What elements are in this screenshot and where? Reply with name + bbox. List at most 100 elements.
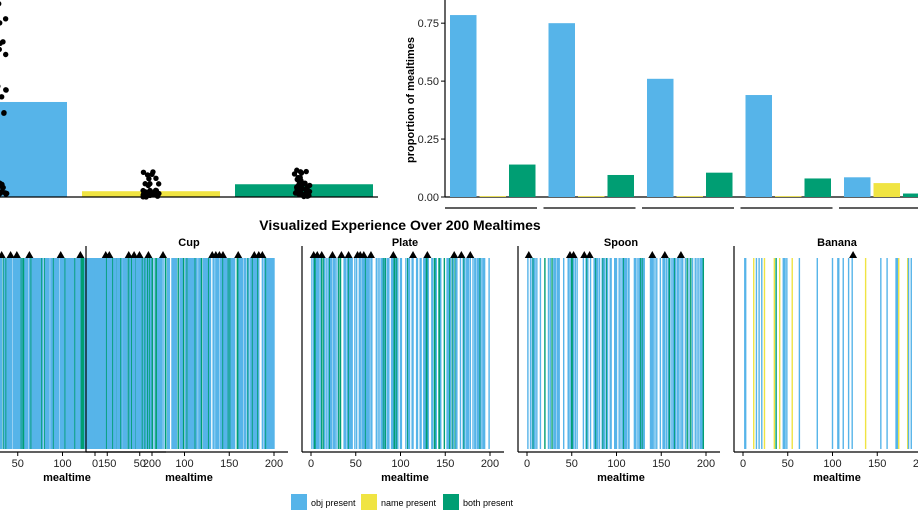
mealtime-line xyxy=(673,258,676,449)
mealtime-line xyxy=(108,258,111,449)
mealtime-line xyxy=(614,258,617,449)
mealtime-line xyxy=(202,258,204,449)
mealtime-line xyxy=(171,258,173,449)
mealtime-line xyxy=(897,258,899,449)
mealtime-line xyxy=(190,258,193,449)
mealtime-line xyxy=(4,258,6,449)
timeline-panel: Plate 0 50 100 150 200 mealtime xyxy=(301,237,504,484)
mealtime-line xyxy=(144,258,146,449)
mealtime-line xyxy=(534,258,536,449)
mealtime-line xyxy=(656,258,658,449)
marker-triangle xyxy=(56,251,65,258)
mealtime-line xyxy=(99,258,102,449)
mealtime-line xyxy=(649,258,652,449)
mealtime-line xyxy=(384,258,386,449)
x-axis-label: mealtime xyxy=(813,472,861,484)
jitter-point xyxy=(140,169,147,175)
mealtime-line xyxy=(755,258,758,449)
mealtime-line xyxy=(628,258,630,449)
mealtime-line xyxy=(572,258,575,449)
legend: obj present name present both present xyxy=(291,494,514,510)
mealtime-line xyxy=(539,258,542,449)
mealtime-line xyxy=(431,258,433,449)
mealtime-line xyxy=(227,258,230,449)
mealtime-line xyxy=(68,258,71,449)
mealtime-line xyxy=(346,258,349,449)
mealtime-line xyxy=(696,258,698,449)
mealtime-line xyxy=(241,258,243,449)
marker-triangle xyxy=(124,251,133,258)
mealtime-line xyxy=(270,258,273,449)
mealtime-line xyxy=(237,258,239,449)
mealtime-line xyxy=(423,258,426,449)
mealtime-line xyxy=(246,258,248,449)
mealtime-line xyxy=(440,258,442,449)
mealtime-line xyxy=(681,258,683,449)
mealtime-line xyxy=(582,258,585,449)
jitter-point xyxy=(306,188,313,195)
mealtime-line xyxy=(622,258,625,449)
x-tick-label: 200 xyxy=(697,458,715,470)
marker-triangle xyxy=(317,251,326,258)
mealtime-line xyxy=(188,258,190,449)
mealtime-line xyxy=(120,258,122,449)
mealtime-line xyxy=(639,258,641,449)
mealtime-line xyxy=(68,258,70,449)
mealtime-line xyxy=(391,258,394,449)
mealtime-line xyxy=(623,258,626,449)
mealtime-line xyxy=(349,258,352,449)
mealtime-line xyxy=(455,258,457,449)
mealtime-line xyxy=(109,258,111,449)
mealtime-line xyxy=(358,258,361,449)
mealtime-line xyxy=(615,258,618,449)
mealtime-line xyxy=(551,258,553,449)
mealtime-line xyxy=(676,258,679,449)
mealtime-line xyxy=(198,258,200,449)
marker-triangle xyxy=(660,251,669,258)
mealtime-line xyxy=(223,258,225,449)
mealtime-line xyxy=(670,258,672,449)
mealtime-line xyxy=(139,258,141,449)
mealtime-line xyxy=(216,258,219,449)
mealtime-line xyxy=(69,258,72,449)
mealtime-line xyxy=(383,258,386,449)
x-tick-label: 150 xyxy=(868,458,886,470)
mealtime-line xyxy=(182,258,185,449)
mealtime-line xyxy=(204,258,206,449)
mealtime-line xyxy=(381,258,383,449)
mealtime-line xyxy=(110,258,112,449)
mealtime-line xyxy=(273,258,275,449)
mealtime-line xyxy=(350,258,352,449)
mealtime-line xyxy=(784,258,786,449)
mealtime-line xyxy=(798,258,801,449)
mealtime-line xyxy=(137,258,139,449)
mealtime-line xyxy=(248,258,250,449)
mealtime-line xyxy=(57,258,59,449)
mealtime-line xyxy=(251,258,254,449)
mealtime-line xyxy=(98,258,101,449)
mealtime-line xyxy=(26,258,29,449)
mealtime-line xyxy=(153,258,155,449)
mealtime-line xyxy=(122,258,125,449)
mealtime-line xyxy=(160,258,162,449)
mealtime-line xyxy=(29,258,31,449)
mealtime-line xyxy=(382,258,385,449)
marker-triangle xyxy=(466,251,475,258)
mealtime-line xyxy=(106,258,109,449)
mealtime-line xyxy=(392,258,395,449)
mealtime-line xyxy=(145,258,147,449)
jitter-point xyxy=(0,20,3,26)
mealtime-line xyxy=(462,258,464,449)
mealtime-line xyxy=(667,258,670,449)
mealtime-line xyxy=(2,258,5,449)
mealtime-line xyxy=(191,258,194,449)
mealtime-line xyxy=(643,258,645,449)
mealtime-line xyxy=(618,258,620,449)
jitter-point xyxy=(0,190,4,196)
x-tick-label: 150 xyxy=(220,458,238,470)
mealtime-line xyxy=(419,258,421,449)
mealtime-line xyxy=(332,258,335,449)
mealtime-line xyxy=(247,258,249,449)
mealtime-line xyxy=(175,258,178,449)
mealtime-line xyxy=(447,258,449,449)
